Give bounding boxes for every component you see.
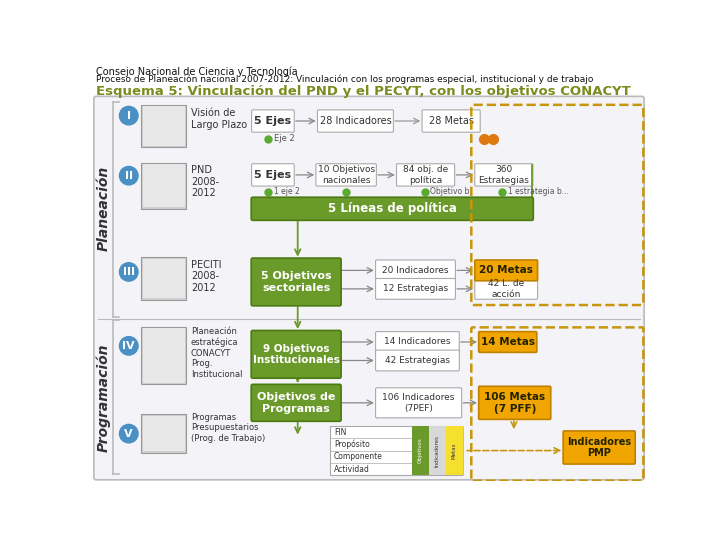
Text: Objetivos: Objetivos: [418, 438, 423, 463]
Text: 42 Estrategias: 42 Estrategias: [385, 356, 450, 365]
Text: Componente: Componente: [334, 452, 383, 461]
FancyBboxPatch shape: [251, 258, 341, 306]
Bar: [141, 105, 186, 147]
Text: Actividad: Actividad: [334, 464, 370, 474]
Text: 42 L. de
acción: 42 L. de acción: [488, 279, 524, 299]
Text: Programación: Programación: [96, 344, 111, 453]
FancyBboxPatch shape: [479, 332, 537, 353]
Text: Objetivos de
Programas: Objetivos de Programas: [257, 392, 336, 414]
FancyBboxPatch shape: [251, 110, 294, 132]
Text: 5 Líneas de política: 5 Líneas de política: [328, 202, 456, 215]
FancyBboxPatch shape: [251, 330, 341, 378]
Text: Planeación: Planeación: [97, 166, 111, 252]
FancyBboxPatch shape: [563, 431, 635, 464]
Text: Objetivo b.: Objetivo b.: [431, 187, 472, 197]
FancyBboxPatch shape: [94, 96, 644, 480]
Text: 1 eje 2: 1 eje 2: [274, 187, 300, 197]
Circle shape: [120, 166, 138, 185]
Text: Indicadores
PMP: Indicadores PMP: [567, 437, 631, 458]
Text: Propósito: Propósito: [334, 440, 370, 449]
Text: 9 Objetivos
Institucionales: 9 Objetivos Institucionales: [253, 343, 340, 365]
Bar: [143, 259, 184, 298]
FancyBboxPatch shape: [376, 350, 459, 371]
Text: 360
Estrategias: 360 Estrategias: [478, 165, 529, 185]
FancyBboxPatch shape: [316, 164, 377, 186]
FancyBboxPatch shape: [251, 384, 341, 421]
Circle shape: [120, 424, 138, 443]
Circle shape: [120, 262, 138, 281]
Text: 20 Metas: 20 Metas: [480, 265, 533, 275]
Bar: [143, 164, 184, 207]
FancyBboxPatch shape: [251, 197, 534, 220]
Text: 20 Indicadores: 20 Indicadores: [382, 266, 449, 275]
Text: 14 Metas: 14 Metas: [481, 337, 535, 347]
Text: 10 Objetivos
nacionales: 10 Objetivos nacionales: [318, 165, 374, 185]
FancyBboxPatch shape: [474, 260, 538, 281]
Text: FIN: FIN: [334, 428, 346, 436]
Bar: [143, 106, 184, 146]
Text: 84 obj. de
política: 84 obj. de política: [403, 165, 448, 185]
Text: PECITI
2008-
2012: PECITI 2008- 2012: [191, 260, 221, 293]
Bar: [143, 328, 184, 383]
Text: 28 Indicadores: 28 Indicadores: [320, 116, 391, 126]
FancyBboxPatch shape: [397, 164, 454, 186]
Text: Esquema 5: Vinculación del PND y el PECYT, con los objetivos CONACYT: Esquema 5: Vinculación del PND y el PECY…: [96, 85, 631, 98]
Bar: [141, 257, 186, 300]
Text: III: III: [122, 267, 135, 277]
FancyBboxPatch shape: [474, 164, 533, 186]
Text: Consejo Nacional de Ciencia y Tecnología: Consejo Nacional de Ciencia y Tecnología: [96, 66, 298, 77]
Bar: [141, 327, 186, 384]
Text: I: I: [127, 111, 131, 120]
Bar: [143, 416, 184, 451]
Text: V: V: [125, 429, 133, 438]
Text: 106 Indicadores
(7PEF): 106 Indicadores (7PEF): [382, 393, 455, 413]
Text: Programas
Presupuestarios
(Prog. de Trabajo): Programas Presupuestarios (Prog. de Trab…: [191, 413, 265, 443]
Text: 1 estrategia b...: 1 estrategia b...: [508, 187, 569, 197]
FancyBboxPatch shape: [376, 260, 456, 281]
Bar: [446, 426, 463, 475]
Text: Indicadores: Indicadores: [435, 435, 440, 467]
FancyBboxPatch shape: [474, 279, 538, 299]
Text: 28 Metas: 28 Metas: [428, 116, 474, 126]
Circle shape: [120, 336, 138, 355]
FancyBboxPatch shape: [251, 164, 294, 186]
Bar: [141, 414, 186, 453]
Text: Metas: Metas: [451, 442, 456, 459]
Text: II: II: [125, 171, 132, 181]
Text: 5 Ejes: 5 Ejes: [254, 170, 292, 180]
Text: 106 Metas
(7 PFF): 106 Metas (7 PFF): [484, 392, 545, 414]
Bar: [141, 163, 186, 209]
FancyBboxPatch shape: [318, 110, 393, 132]
Text: 14 Indicadores: 14 Indicadores: [384, 338, 451, 347]
Text: 5 Ejes: 5 Ejes: [254, 116, 292, 126]
Text: Eje 2: Eje 2: [274, 134, 295, 143]
Circle shape: [120, 106, 138, 125]
Text: 12 Estrategias: 12 Estrategias: [383, 285, 448, 293]
Bar: [330, 426, 462, 475]
Text: Planeación
estratégica
CONACYT
Prog.
Institucional: Planeación estratégica CONACYT Prog. Ins…: [191, 327, 242, 379]
Bar: [412, 426, 428, 475]
Text: 5 Objetivos
sectoriales: 5 Objetivos sectoriales: [261, 271, 331, 293]
FancyBboxPatch shape: [376, 388, 462, 418]
Bar: [428, 426, 446, 475]
FancyBboxPatch shape: [422, 110, 480, 132]
FancyBboxPatch shape: [376, 279, 456, 299]
Text: Visión de
Largo Plazo: Visión de Largo Plazo: [191, 108, 247, 130]
Text: IV: IV: [122, 341, 135, 351]
Text: Proceso de Planeación nacional 2007-2012: Vinculación con los programas especial: Proceso de Planeación nacional 2007-2012…: [96, 75, 593, 84]
Text: PND
2008-
2012: PND 2008- 2012: [191, 165, 219, 198]
FancyBboxPatch shape: [376, 332, 459, 353]
FancyBboxPatch shape: [479, 386, 551, 420]
